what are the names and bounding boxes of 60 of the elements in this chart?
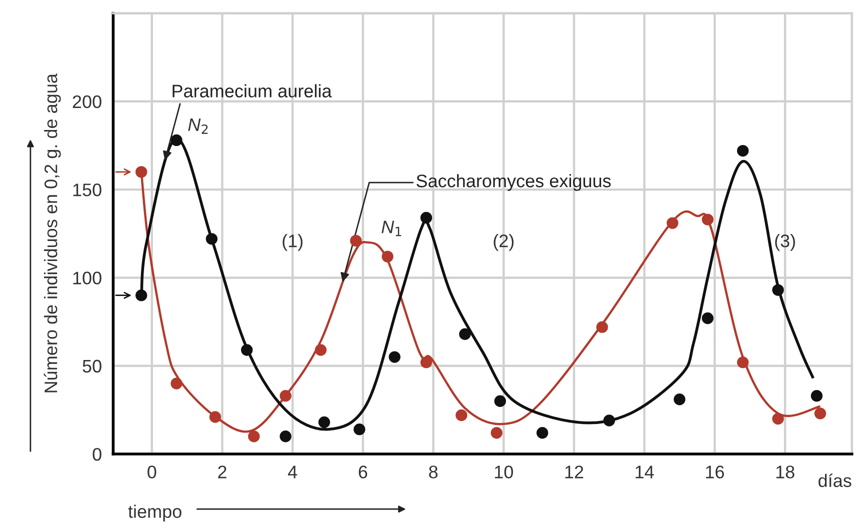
text: días: [818, 474, 852, 488]
y-tick-label: 100: [73, 272, 102, 284]
x-tick-label: 2: [218, 466, 226, 478]
x-tick-label: 10: [494, 466, 513, 478]
x-tick-label: 14: [636, 466, 654, 478]
x-tick-label: 8: [429, 466, 438, 478]
point: [318, 416, 330, 428]
point: [209, 411, 222, 423]
point: [241, 344, 253, 356]
x-tick-label: 12: [565, 466, 584, 478]
annotation: N$_{2}$: [188, 118, 208, 134]
point: [737, 356, 749, 368]
x-tick-label: 18: [776, 466, 794, 478]
point: [814, 408, 826, 420]
annotation: (3): [775, 234, 795, 251]
point: [382, 250, 394, 262]
point: [674, 394, 686, 406]
y-axis-title: Número de individuos en 0,2 g. de agua: [44, 74, 61, 392]
point: [280, 390, 292, 402]
y-tick-label: 50: [82, 360, 102, 373]
annotation: N$_{1}$: [382, 220, 402, 236]
x-tick-label: 0: [148, 466, 156, 478]
point: [666, 217, 678, 229]
point: [170, 134, 182, 146]
point: [420, 356, 432, 368]
point: [248, 430, 260, 442]
point: [810, 390, 823, 402]
point: [603, 414, 616, 426]
point: [490, 427, 502, 439]
x-tick-label: 16: [706, 466, 724, 478]
point: [420, 212, 432, 224]
point: [772, 412, 784, 425]
x-tick-label: 6: [358, 466, 368, 478]
point: [494, 395, 506, 407]
point: [280, 430, 292, 442]
point: [135, 166, 148, 178]
point: [170, 378, 182, 390]
point: [206, 233, 218, 245]
y-tick-label: 200: [72, 95, 102, 108]
annotation: (1): [282, 234, 302, 251]
point: [135, 289, 148, 302]
point: [702, 214, 714, 226]
point: [354, 423, 366, 436]
point: [737, 144, 749, 157]
point: [772, 284, 784, 296]
point: [536, 427, 548, 439]
x-axis-title: tiempo: [128, 504, 182, 522]
annotation: Saccharomyces exiguus: [416, 174, 611, 191]
point: [596, 321, 608, 333]
x-tick-label: 4: [288, 466, 298, 478]
y-tick-label: 150: [73, 184, 102, 196]
point: [702, 312, 714, 324]
point: [459, 328, 471, 340]
annotation: Paramecium aurelia: [172, 84, 332, 98]
point: [350, 234, 362, 247]
point: [388, 351, 400, 363]
annotation: (2): [494, 234, 514, 251]
y-tick-label: 0: [92, 448, 102, 461]
point: [314, 344, 327, 356]
point: [456, 409, 468, 422]
